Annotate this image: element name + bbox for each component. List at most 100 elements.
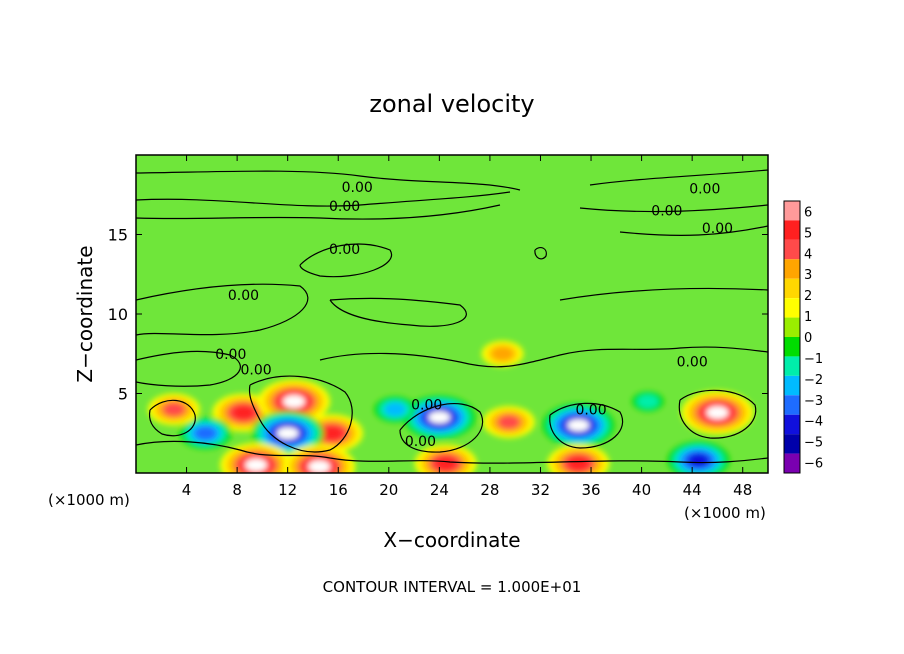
colorbar-segment bbox=[784, 434, 800, 454]
contour-label: 0.00 bbox=[342, 180, 373, 196]
heatmap-core bbox=[245, 459, 268, 472]
colorbar-label: −6 bbox=[804, 457, 823, 472]
contour-label: 0.00 bbox=[689, 181, 720, 197]
y-axis-label: Z−coordinate bbox=[73, 245, 97, 382]
x-tick-label: 4 bbox=[182, 481, 192, 499]
x-tick-label: 40 bbox=[632, 481, 651, 499]
contour-line bbox=[534, 246, 547, 260]
heatmap-core bbox=[706, 406, 729, 419]
colorbar-segment bbox=[784, 414, 800, 435]
contour-label: 0.00 bbox=[677, 355, 708, 371]
contour-line bbox=[329, 297, 467, 327]
colorbar-segment bbox=[784, 201, 800, 221]
contour-line bbox=[248, 375, 353, 453]
colorbar-label: 0 bbox=[804, 331, 812, 346]
contour-lines bbox=[136, 169, 768, 464]
colorbar-label: 3 bbox=[804, 268, 812, 283]
heatmap-ring bbox=[232, 405, 255, 420]
heatmap-ring bbox=[497, 415, 520, 430]
contour-interval: CONTOUR INTERVAL = 1.000E+01 bbox=[323, 578, 582, 596]
contour-line bbox=[136, 170, 521, 191]
heatmap-ring bbox=[162, 402, 185, 417]
y-tick-label: 10 bbox=[108, 305, 128, 324]
colorbar-label: −5 bbox=[804, 436, 823, 451]
x-tick-label: 32 bbox=[531, 481, 550, 499]
heatmap-feature bbox=[547, 444, 610, 473]
heatmap-core bbox=[428, 411, 451, 424]
colorbar-segment bbox=[784, 356, 800, 376]
contour-line bbox=[136, 204, 501, 220]
contour-line bbox=[559, 287, 768, 301]
x-tick-label: 44 bbox=[683, 481, 702, 499]
colorbar-frame bbox=[783, 200, 801, 474]
heatmap-feature bbox=[481, 340, 524, 367]
colorbar-segment bbox=[784, 298, 800, 318]
heatmap-feature bbox=[631, 391, 664, 412]
contour-label: 0.00 bbox=[702, 221, 733, 237]
contour-line bbox=[136, 350, 241, 387]
colorbar-segment bbox=[784, 259, 800, 279]
heatmap-ring bbox=[636, 394, 659, 409]
contour-line bbox=[148, 399, 196, 437]
contour-label: 0.00 bbox=[411, 398, 442, 414]
colorbar-segment bbox=[784, 239, 800, 260]
heatmap-ring bbox=[194, 426, 217, 441]
colorbar-label: 5 bbox=[804, 226, 812, 241]
contour-label: 0.00 bbox=[240, 363, 271, 379]
y-axis: 5 10 15 bbox=[108, 226, 768, 404]
x-tick-label: 16 bbox=[329, 481, 348, 499]
contour-line bbox=[136, 191, 511, 207]
heatmap-ring bbox=[687, 453, 710, 468]
y-tick-label: 5 bbox=[118, 385, 128, 404]
heatmap-core bbox=[567, 419, 590, 432]
x-tick-label: 28 bbox=[480, 481, 499, 499]
contour-line bbox=[549, 402, 624, 449]
heatmap-feature bbox=[179, 417, 232, 450]
x-tick-label: 48 bbox=[733, 481, 752, 499]
colorbar-label: 1 bbox=[804, 310, 812, 325]
colorbar-segment bbox=[784, 317, 800, 337]
y-tick-label: 15 bbox=[108, 226, 128, 245]
colorbar-label: −4 bbox=[804, 415, 823, 430]
contour-line bbox=[678, 389, 757, 439]
contour-line bbox=[399, 403, 484, 453]
contour-label: 0.00 bbox=[329, 242, 360, 258]
colorbar-label: −3 bbox=[804, 394, 823, 409]
contour-line bbox=[136, 283, 309, 336]
colorbar: 6 5 4 3 2 1 0 −1 −2 −3 −4 −5 −6 bbox=[783, 200, 823, 474]
colorbar-label: −1 bbox=[804, 352, 823, 367]
heatmap-ring bbox=[320, 426, 343, 441]
heatmap-core bbox=[276, 427, 299, 440]
colorbar-segment bbox=[784, 278, 800, 299]
colorbar-label: −2 bbox=[804, 373, 823, 388]
x-unit-right: (×1000 m) bbox=[684, 504, 766, 522]
x-tick-label: 12 bbox=[278, 481, 297, 499]
colorbar-segment bbox=[784, 375, 800, 396]
x-tick-label: 8 bbox=[232, 481, 242, 499]
heatmap-ring bbox=[491, 346, 514, 361]
heatmap-ring bbox=[384, 402, 407, 417]
colorbar-segment bbox=[784, 453, 800, 473]
x-tick-label: 24 bbox=[430, 481, 449, 499]
x-tick-label: 36 bbox=[581, 481, 600, 499]
heatmap-feature bbox=[542, 403, 615, 448]
heatmap-feature bbox=[374, 396, 417, 423]
colorbar-label: 6 bbox=[804, 205, 812, 220]
heatmap-feature bbox=[482, 406, 535, 439]
heatmap-feature bbox=[403, 395, 476, 440]
colorbar-label: 4 bbox=[804, 247, 812, 262]
heatmap-core bbox=[308, 460, 331, 473]
contour-line bbox=[299, 243, 393, 278]
heatmap-feature bbox=[667, 441, 730, 473]
colorbar-segment bbox=[784, 220, 800, 240]
heatmap-feature bbox=[220, 443, 293, 473]
contour-labels: 0.000.000.000.000.000.000.000.000.00 0.00… bbox=[215, 180, 733, 450]
contour-label: 0.00 bbox=[215, 347, 246, 363]
plot-area: 0.000.000.000.000.000.000.000.000.00 0.00… bbox=[136, 155, 768, 473]
x-axis-label: X−coordinate bbox=[383, 528, 520, 552]
x-tick-label: 20 bbox=[379, 481, 398, 499]
contour-line bbox=[136, 440, 768, 464]
contour-label: 0.00 bbox=[575, 402, 606, 418]
heatmap-core bbox=[283, 395, 305, 408]
